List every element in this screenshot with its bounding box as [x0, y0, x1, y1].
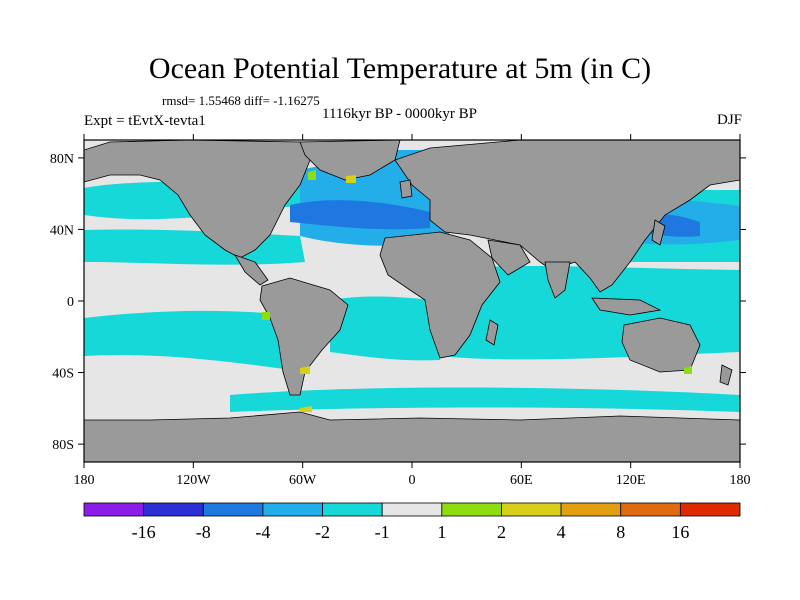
y-tick-label: 80S [52, 438, 74, 453]
colorbar-swatch [441, 502, 502, 517]
colorbar-label: -2 [315, 522, 330, 542]
colorbar-label: -4 [255, 522, 270, 542]
land-new-zealand [719, 364, 733, 386]
x-tick-label: 60W [289, 473, 317, 488]
colorbar-swatch [620, 502, 681, 517]
colorbar-label: -1 [375, 522, 390, 542]
colorbar-swatch [381, 502, 443, 517]
y-tick-label: 40S [52, 367, 74, 382]
land-layer [84, 140, 740, 462]
x-tick-label: 60E [510, 473, 533, 488]
y-tick-label: 80N [50, 152, 74, 167]
colorbar-swatch [560, 502, 622, 517]
land-africa [379, 231, 501, 359]
land-japan [651, 219, 666, 246]
colorbar-swatch [679, 502, 741, 517]
colorbar-label: 8 [616, 522, 625, 542]
x-tick-label: 0 [409, 473, 416, 488]
colorbar-swatch [501, 502, 562, 517]
land-greenland [299, 140, 401, 181]
period-label: 1116kyr BP - 0000kyr BP [322, 106, 478, 122]
land-eurasia [394, 140, 740, 293]
colorbar-swatch [202, 502, 264, 517]
colorbar-swatch [83, 502, 145, 517]
y-tick-label: 0 [67, 295, 74, 310]
colorbar-swatch [262, 502, 323, 517]
x-tick-label: 180 [74, 473, 95, 488]
land-india [544, 261, 571, 299]
land-antarctica [84, 411, 740, 462]
x-tick-label: 120W [176, 473, 211, 488]
land-madagascar [485, 319, 499, 346]
x-axis: 180 120W 60W 0 60E 120E 180 [74, 134, 751, 488]
land-central-america [234, 254, 269, 286]
colorbar-label: 4 [557, 522, 566, 542]
y-axis: 80N 40N 0 40S 80S [50, 152, 746, 453]
land-arabia [487, 239, 531, 276]
season-label: DJF [716, 112, 742, 128]
x-tick-label: 180 [730, 473, 751, 488]
anomaly-positive-layer [262, 170, 692, 412]
colorbar-swatch [322, 502, 383, 517]
land-south-america [259, 277, 349, 396]
colorbar-label: 16 [671, 522, 689, 542]
x-tick-label: 120E [616, 473, 646, 488]
colorbar-swatch [143, 502, 204, 517]
experiment-label: Expt = tEvtX-tevta1 [84, 113, 206, 129]
stats-text: rmsd= 1.55468 diff= -1.16275 [162, 93, 320, 108]
colorbar-label: 2 [497, 522, 506, 542]
colorbar-label: -8 [196, 522, 211, 542]
colorbar-label: -16 [132, 522, 156, 542]
chart-title: Ocean Potential Temperature at 5m (in C) [148, 52, 652, 85]
land-uk [399, 179, 413, 199]
y-tick-label: 40N [50, 223, 74, 238]
colorbar-label: 1 [437, 522, 446, 542]
colorbar: -16 -8 -4 -2 -1 1 2 4 8 16 [83, 502, 741, 542]
land-indonesia [591, 297, 662, 316]
